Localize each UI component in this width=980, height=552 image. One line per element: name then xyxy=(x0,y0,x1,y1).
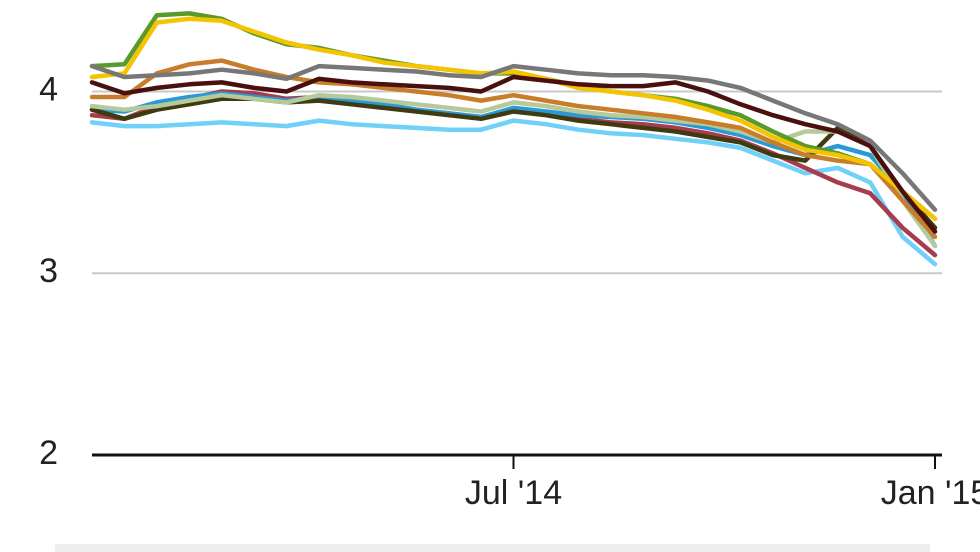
scrollbar-track xyxy=(55,544,930,552)
x-tick-label: Jul '14 xyxy=(465,474,562,512)
y-tick-label: 2 xyxy=(39,434,58,472)
series-line xyxy=(89,92,938,249)
series-line xyxy=(89,118,938,267)
series-line xyxy=(89,16,938,221)
y-tick-label: 4 xyxy=(39,71,58,109)
series-line xyxy=(89,74,938,234)
series-line xyxy=(89,96,938,231)
series-line xyxy=(89,58,938,240)
y-tick-label: 3 xyxy=(39,252,58,290)
x-tick-label: Jan '15 xyxy=(881,474,980,512)
series-line xyxy=(89,63,938,212)
